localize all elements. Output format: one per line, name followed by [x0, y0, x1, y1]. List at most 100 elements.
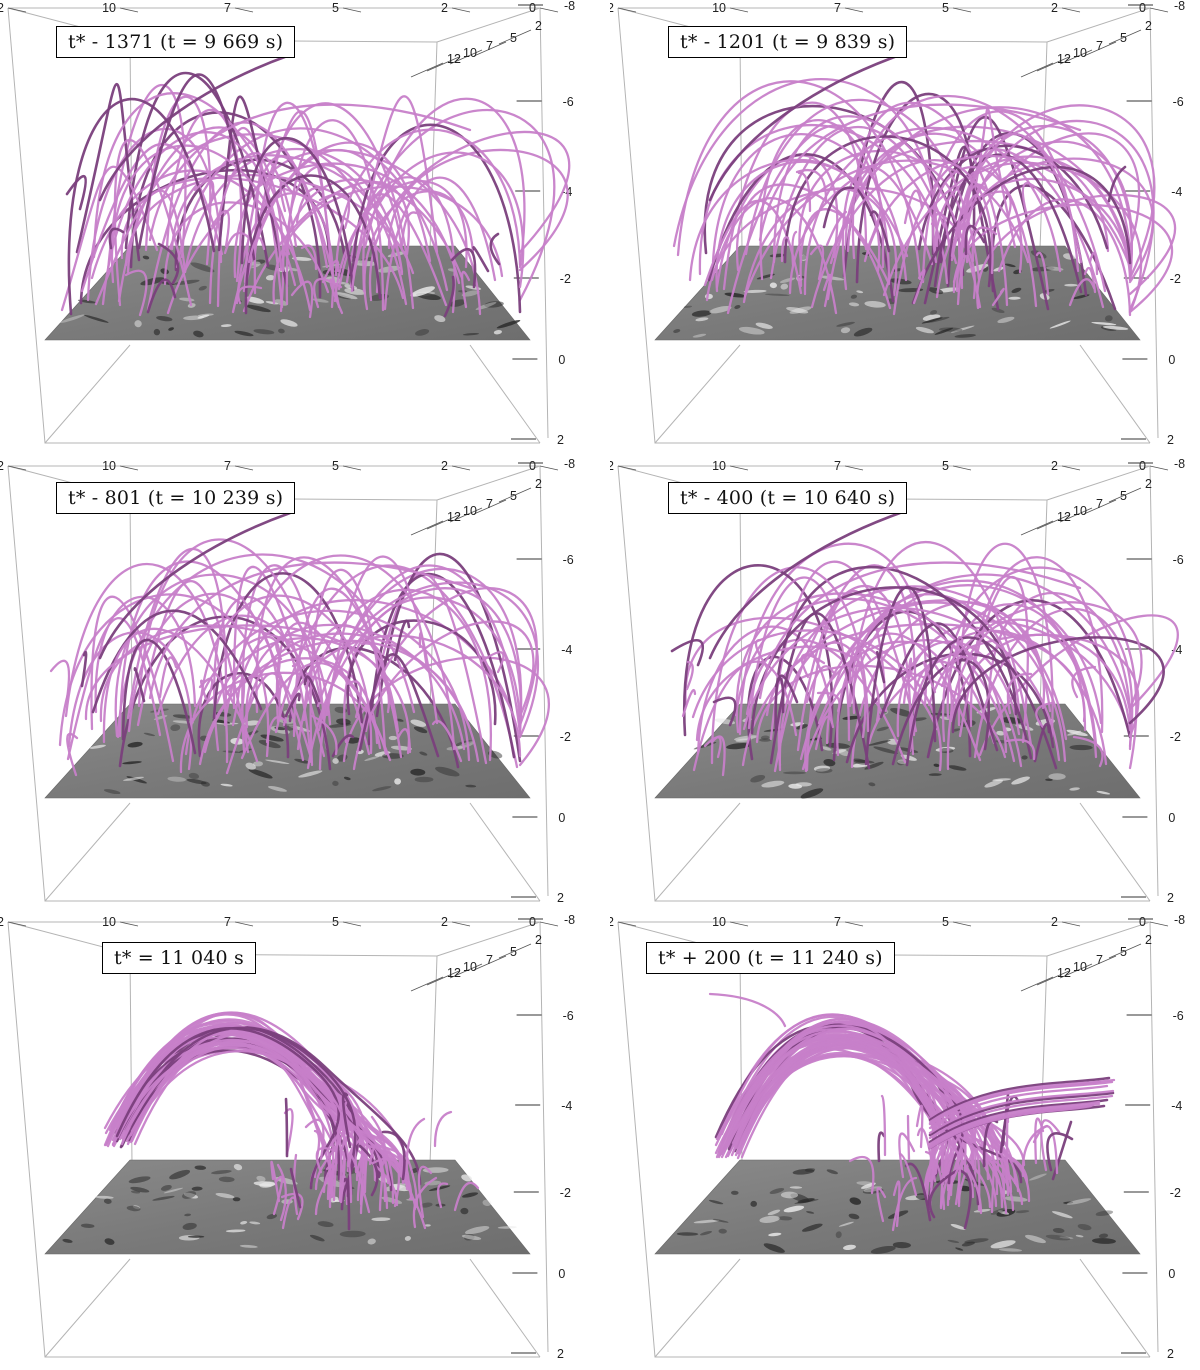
magnetic-field-line — [315, 1147, 337, 1174]
magnetic-field-line — [783, 135, 992, 288]
granulation-feature — [850, 294, 858, 299]
granulation-feature — [835, 1231, 842, 1239]
granulation-feature — [759, 738, 772, 742]
magnetic-field-line — [193, 179, 215, 208]
granulation-feature — [786, 306, 809, 314]
granulation-feature — [253, 329, 275, 335]
granulation-feature — [876, 726, 889, 732]
granulation-feature — [309, 1234, 325, 1242]
magnetic-field-line — [917, 144, 1109, 251]
y-tick-mark — [1059, 49, 1093, 65]
granulation-feature — [240, 1220, 248, 1225]
box-edge — [129, 497, 133, 709]
y-tick-label: 10 — [1073, 960, 1087, 974]
granulation-feature — [258, 1183, 273, 1188]
granulation-feature — [294, 758, 311, 764]
granulation-feature — [1069, 744, 1093, 751]
scene: 121075202571012-8-6-4-202 — [0, 0, 575, 447]
granulation-feature — [103, 1198, 112, 1204]
z-tick-label: 2 — [557, 1347, 564, 1361]
magnetic-field-line — [443, 275, 455, 318]
magnetic-field-line — [1040, 1119, 1061, 1172]
granulation-feature — [759, 1215, 780, 1223]
y-tick-mark — [426, 970, 460, 986]
granulation-feature — [332, 758, 339, 764]
granulation-feature — [484, 301, 504, 308]
granulation-feature — [921, 317, 943, 324]
magnetic-field-line — [799, 579, 1098, 761]
magnetic-field-line — [302, 624, 400, 733]
magnetic-field-line — [928, 1098, 1109, 1144]
z-tick-label: -2 — [1170, 272, 1181, 286]
granulation-feature — [1052, 1227, 1065, 1234]
granulation-feature — [103, 789, 121, 795]
y-tick-label: 7 — [486, 497, 493, 511]
box-edge — [44, 802, 131, 902]
magnetic-field-line — [436, 1182, 449, 1209]
x-tick-label: 0 — [529, 915, 536, 929]
field-lines — [60, 53, 571, 319]
magnetic-field-line — [66, 732, 79, 777]
x-tick-label: 7 — [224, 915, 231, 929]
magnetic-field-line — [375, 552, 522, 763]
box-edge — [654, 1258, 741, 1358]
magnetic-field-line — [331, 734, 355, 758]
granulation-feature — [1104, 315, 1113, 322]
y-tick-label: 2 — [535, 477, 542, 491]
granulation-feature — [998, 1248, 1023, 1252]
granulation-feature — [413, 726, 428, 734]
granulation-feature — [256, 1175, 266, 1182]
granulation-feature — [232, 1197, 241, 1202]
z-tick-label: 0 — [1168, 1267, 1175, 1281]
y-tick-label: 2 — [535, 933, 542, 947]
magnetic-field-line — [232, 565, 326, 758]
magnetic-field-line — [275, 676, 283, 703]
x-tick-mark — [7, 465, 27, 471]
field-lines — [708, 992, 1116, 1232]
magnetic-field-line — [433, 1110, 453, 1148]
granulation-feature — [990, 1240, 1016, 1249]
granulation-feature — [462, 1192, 479, 1198]
magnetic-field-line — [121, 638, 197, 755]
magnetic-field-line — [94, 595, 197, 714]
x-tick-mark — [952, 7, 972, 13]
granulation-feature — [1043, 288, 1055, 293]
y-tick-mark — [473, 499, 507, 515]
x-tick-mark — [539, 921, 559, 927]
x-tick-label: 7 — [834, 915, 841, 929]
granulation-feature — [955, 1247, 964, 1251]
field-line-render: 121075202571012-8-6-4-202 — [610, 914, 1185, 1361]
magnetic-field-line — [124, 71, 270, 268]
magnetic-field-line — [418, 632, 429, 671]
granulation-feature — [218, 1176, 235, 1183]
magnetic-field-line — [310, 714, 338, 756]
magnetic-field-line — [1046, 1132, 1074, 1172]
magnetic-field-line — [734, 1047, 943, 1191]
magnetic-field-line — [846, 94, 1107, 293]
magnetic-field-line — [971, 226, 998, 263]
magnetic-field-line — [1035, 701, 1054, 729]
magnetic-field-line — [778, 641, 867, 772]
granulation-feature — [718, 1228, 727, 1234]
magnetic-field-line — [325, 1164, 335, 1195]
granulation-feature — [1102, 325, 1129, 330]
x-tick-mark — [1149, 465, 1169, 471]
granulation-feature — [930, 309, 938, 315]
granulation-feature — [848, 302, 860, 307]
magnetic-field-line — [210, 210, 231, 248]
box-edge — [1046, 921, 1151, 957]
magnetic-field-line — [350, 151, 525, 293]
magnetic-field-line — [225, 672, 313, 775]
magnetic-field-line — [352, 620, 535, 771]
magnetic-field-line — [805, 665, 835, 704]
granulation-feature — [724, 292, 746, 298]
magnetic-field-line — [892, 1180, 901, 1228]
granulation-feature — [780, 1191, 799, 1199]
granulation-feature — [265, 301, 279, 305]
magnetic-field-line — [453, 1181, 480, 1212]
y-tick-mark — [1036, 970, 1070, 986]
z-tick-label: -4 — [1171, 185, 1182, 199]
granulation-feature — [873, 746, 898, 754]
box-edge — [429, 955, 438, 1165]
granulation-feature — [428, 1185, 451, 1191]
